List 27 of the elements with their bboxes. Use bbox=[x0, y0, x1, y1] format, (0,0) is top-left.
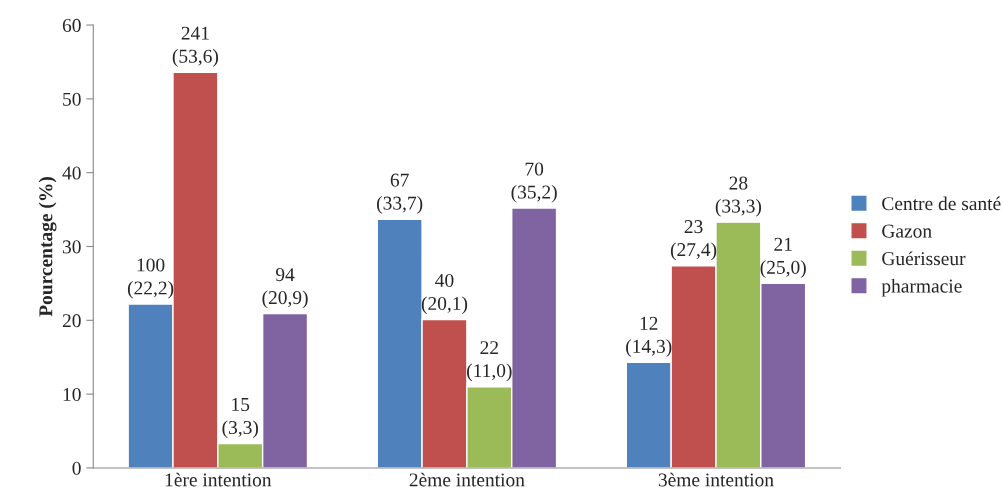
x-tick-label: 3ème intention bbox=[658, 472, 774, 487]
legend-label: Centre de santé bbox=[882, 196, 1001, 211]
data-label: 12 (14,3) bbox=[626, 316, 672, 357]
x-tick-label: 2ème intention bbox=[409, 472, 525, 487]
legend-label: Gazon bbox=[882, 224, 932, 238]
data-label: 94 (20,9) bbox=[262, 268, 308, 309]
data-label: 22 (11,0) bbox=[467, 341, 512, 382]
y-tick-label: 10 bbox=[63, 387, 81, 402]
y-tick-label: 50 bbox=[63, 92, 81, 106]
legend-label: pharmacie bbox=[881, 278, 962, 297]
data-label: 67 (33,7) bbox=[377, 173, 423, 214]
data-label: 70 (35,2) bbox=[511, 162, 557, 203]
data-label: 23 (27,4) bbox=[670, 220, 717, 261]
data-label: 40 (20,1) bbox=[421, 273, 468, 315]
data-label: 100 (22,2) bbox=[127, 258, 174, 299]
y-tick-label: 0 bbox=[72, 461, 81, 475]
legend-label: Guérisseur bbox=[882, 251, 966, 266]
y-tick-label: 60 bbox=[62, 18, 81, 32]
y-axis-title: Pourcentage (%) bbox=[38, 177, 57, 317]
data-label: 28 (33,3) bbox=[715, 176, 762, 217]
data-label: 21 (25,0) bbox=[760, 237, 806, 278]
data-label: 241 (53,6) bbox=[172, 26, 219, 67]
y-tick-label: 40 bbox=[62, 166, 81, 180]
y-tick-label: 30 bbox=[62, 240, 81, 254]
x-tick-label: 1ère intention bbox=[165, 472, 272, 487]
data-label: 15 (3,3) bbox=[222, 398, 259, 439]
y-tick-label: 20 bbox=[62, 314, 81, 328]
